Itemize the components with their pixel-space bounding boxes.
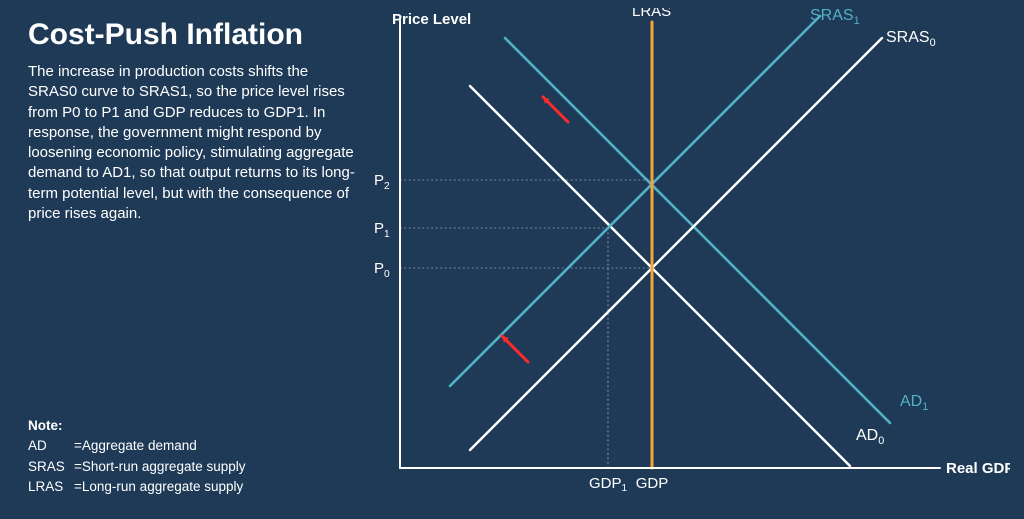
page-title: Cost-Push Inflation — [28, 18, 303, 52]
svg-text:Price Level: Price Level — [392, 11, 471, 28]
svg-text:Real GDP: Real GDP — [946, 460, 1010, 477]
svg-text:LRAS: LRAS — [632, 8, 671, 20]
svg-text:P1: P1 — [374, 220, 390, 240]
svg-text:SRAS0: SRAS0 — [886, 29, 936, 49]
description-text: The increase in production costs shifts … — [28, 62, 358, 224]
svg-text:AD1: AD1 — [900, 393, 928, 413]
asad-diagram: Price Level Real GDP P2 P1 P0 GDP1 GDP LRAS SRAS… — [370, 8, 1010, 513]
svg-text:GDP1: GDP1 — [589, 475, 628, 494]
svg-text:SRAS1: SRAS1 — [810, 8, 860, 27]
svg-text:GDP: GDP — [636, 475, 669, 492]
note-heading: Note: — [28, 416, 246, 436]
svg-text:P0: P0 — [374, 260, 390, 280]
svg-text:AD0: AD0 — [856, 427, 884, 447]
note-block: Note: AD= Aggregate demand SRAS= Short-r… — [28, 416, 246, 497]
svg-text:P2: P2 — [374, 172, 390, 192]
